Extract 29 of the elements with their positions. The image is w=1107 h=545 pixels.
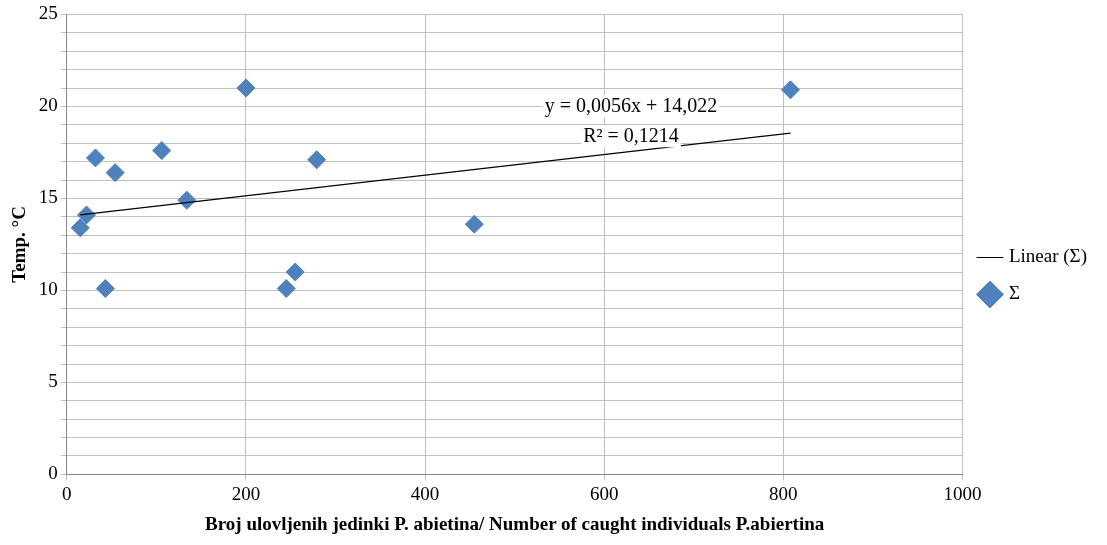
y-tick-label: 20 xyxy=(38,94,58,116)
y-tick-label: 5 xyxy=(48,370,58,392)
y-axis-title: Temp. °C xyxy=(8,206,30,283)
annotation: R² = 0,1214 xyxy=(583,123,679,146)
point xyxy=(105,163,125,183)
point xyxy=(85,148,105,168)
point xyxy=(236,78,256,98)
x-tick-label: 0 xyxy=(62,482,72,504)
y-tick-label: 0 xyxy=(48,462,58,484)
point xyxy=(307,150,327,170)
x-axis-title: Broj ulovljenih jedinki P. abietina/ Number of caught individuals P.abiertina xyxy=(205,512,825,534)
x-tick-label: 400 xyxy=(410,482,440,504)
point xyxy=(95,279,115,299)
x-tick-label: 200 xyxy=(231,482,261,504)
y-tick-label: 25 xyxy=(38,2,58,24)
point xyxy=(780,80,800,100)
x-tick-label: 800 xyxy=(769,482,798,504)
point xyxy=(276,279,296,299)
x-tick-label: 600 xyxy=(589,482,619,504)
legend-label: Linear (Σ) xyxy=(1008,245,1088,268)
point xyxy=(152,141,172,161)
point xyxy=(464,214,484,234)
annotation: y = 0,0056x + 14,022 xyxy=(544,93,718,117)
x-tick-label: 1000 xyxy=(943,482,982,504)
y-tick-label: 15 xyxy=(38,186,58,208)
legend-label: Σ xyxy=(1008,282,1021,304)
point xyxy=(70,218,90,238)
point xyxy=(285,262,305,282)
y-tick-label: 10 xyxy=(38,278,58,300)
